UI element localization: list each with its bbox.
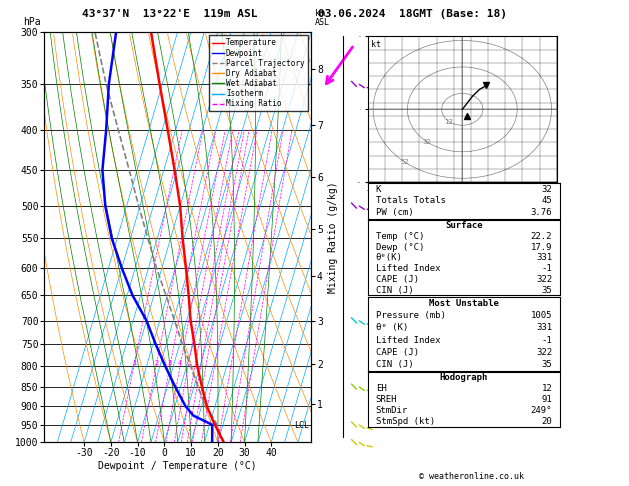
- Text: 1: 1: [131, 360, 136, 366]
- Text: Lifted Index: Lifted Index: [376, 264, 440, 273]
- Text: Dewp (°C): Dewp (°C): [376, 243, 424, 252]
- Text: 322: 322: [536, 348, 552, 357]
- Text: 12: 12: [445, 119, 454, 124]
- Text: km
ASL: km ASL: [314, 9, 330, 27]
- Text: 4: 4: [178, 360, 182, 366]
- Text: Pressure (mb): Pressure (mb): [376, 311, 445, 320]
- Text: kt: kt: [371, 40, 381, 50]
- Text: 32: 32: [423, 139, 431, 145]
- Text: 331: 331: [536, 323, 552, 332]
- Text: hPa: hPa: [23, 17, 41, 27]
- Text: Temp (°C): Temp (°C): [376, 232, 424, 241]
- Text: -1: -1: [542, 264, 552, 273]
- X-axis label: Dewpoint / Temperature (°C): Dewpoint / Temperature (°C): [98, 461, 257, 470]
- Text: 3.76: 3.76: [531, 208, 552, 217]
- Text: 03.06.2024  18GMT (Base: 18): 03.06.2024 18GMT (Base: 18): [318, 9, 506, 19]
- Text: 2: 2: [154, 360, 159, 366]
- Y-axis label: Mixing Ratio (g/kg): Mixing Ratio (g/kg): [328, 181, 338, 293]
- Text: © weatheronline.co.uk: © weatheronline.co.uk: [420, 472, 524, 481]
- Text: CIN (J): CIN (J): [376, 286, 413, 295]
- Text: K: K: [376, 185, 381, 193]
- Text: LCL: LCL: [294, 421, 309, 430]
- Text: 17.9: 17.9: [531, 243, 552, 252]
- Text: CAPE (J): CAPE (J): [376, 275, 419, 284]
- Text: SREH: SREH: [376, 395, 397, 404]
- Text: -1: -1: [542, 335, 552, 345]
- Text: 22.2: 22.2: [531, 232, 552, 241]
- Text: 45: 45: [542, 196, 552, 206]
- Text: 3: 3: [168, 360, 172, 366]
- Text: StmSpd (kt): StmSpd (kt): [376, 417, 435, 426]
- Text: Lifted Index: Lifted Index: [376, 335, 440, 345]
- Text: CAPE (J): CAPE (J): [376, 348, 419, 357]
- Text: θᵉ (K): θᵉ (K): [376, 323, 408, 332]
- Text: 35: 35: [542, 286, 552, 295]
- Text: 35: 35: [542, 360, 552, 369]
- Text: 91: 91: [542, 395, 552, 404]
- Text: 32: 32: [542, 185, 552, 193]
- Text: StmDir: StmDir: [376, 406, 408, 415]
- Text: Totals Totals: Totals Totals: [376, 196, 445, 206]
- Text: 12: 12: [542, 384, 552, 393]
- Text: PW (cm): PW (cm): [376, 208, 413, 217]
- Text: 43°37'N  13°22'E  119m ASL: 43°37'N 13°22'E 119m ASL: [82, 9, 257, 19]
- Text: Hodograph: Hodograph: [440, 373, 488, 382]
- Text: 52: 52: [401, 159, 409, 165]
- Legend: Temperature, Dewpoint, Parcel Trajectory, Dry Adiabat, Wet Adiabat, Isotherm, Mi: Temperature, Dewpoint, Parcel Trajectory…: [209, 35, 308, 111]
- Text: 249°: 249°: [531, 406, 552, 415]
- Text: EH: EH: [376, 384, 386, 393]
- Text: 331: 331: [536, 253, 552, 262]
- Text: CIN (J): CIN (J): [376, 360, 413, 369]
- Text: Most Unstable: Most Unstable: [429, 298, 499, 308]
- Text: 1005: 1005: [531, 311, 552, 320]
- Text: 20: 20: [542, 417, 552, 426]
- Text: 322: 322: [536, 275, 552, 284]
- Text: Surface: Surface: [445, 221, 482, 230]
- Text: θᵉ(K): θᵉ(K): [376, 253, 403, 262]
